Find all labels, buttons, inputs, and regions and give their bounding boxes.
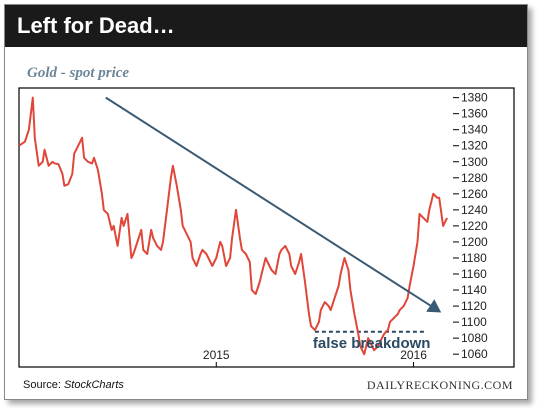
source-credit: Source: StockCharts [23, 379, 124, 391]
y-tick-label: 1280 [461, 171, 488, 185]
y-tick-label: 1080 [461, 331, 488, 345]
chart-card: Left for Dead… Gold - spot price 1060 108… [4, 4, 528, 400]
y-tick-label: 1100 [461, 315, 487, 329]
y-tick-label: 1300 [461, 155, 488, 169]
source-name: StockCharts [64, 379, 124, 391]
gold-price-chart: Gold - spot price 1060 1080 1100 1120 1140 11… [18, 65, 515, 392]
x-tick-label: 2015 [203, 348, 230, 362]
y-tick-label: 1120 [461, 299, 487, 313]
title-bar: Left for Dead… [5, 5, 527, 47]
y-tick-label: 1340 [461, 123, 488, 137]
y-tick-label: 1160 [461, 267, 487, 281]
y-tick-label: 1180 [461, 251, 487, 265]
y-tick-label: 1360 [461, 107, 488, 121]
downtrend-line [105, 96, 431, 307]
x-tick-label: 2016 [400, 348, 427, 362]
trend-arrowhead-icon [426, 299, 442, 313]
y-tick-label: 1320 [461, 139, 488, 153]
y-tick-label: 1140 [461, 283, 487, 297]
y-tick-label: 1200 [461, 235, 488, 249]
chart-title: Left for Dead… [17, 13, 175, 38]
y-tick-label: 1060 [461, 347, 488, 361]
chart-subtitle: Gold - spot price [27, 65, 129, 81]
y-tick-label: 1380 [461, 91, 488, 105]
x-axis: 2015 2016 [203, 348, 427, 367]
source-prefix: Source: [23, 379, 64, 391]
price-series-line [18, 96, 448, 356]
y-tick-label: 1260 [461, 187, 488, 201]
annotation-false-breakdown: false breakdown [313, 335, 431, 352]
y-tick-label: 1220 [461, 219, 488, 233]
plot-frame [18, 87, 515, 368]
brand-watermark: DAILYRECKONING.COM [367, 378, 513, 392]
y-tick-label: 1240 [461, 203, 488, 217]
y-axis: 1060 1080 1100 1120 1140 1160 1180 1200 1220 1240… [453, 91, 488, 361]
